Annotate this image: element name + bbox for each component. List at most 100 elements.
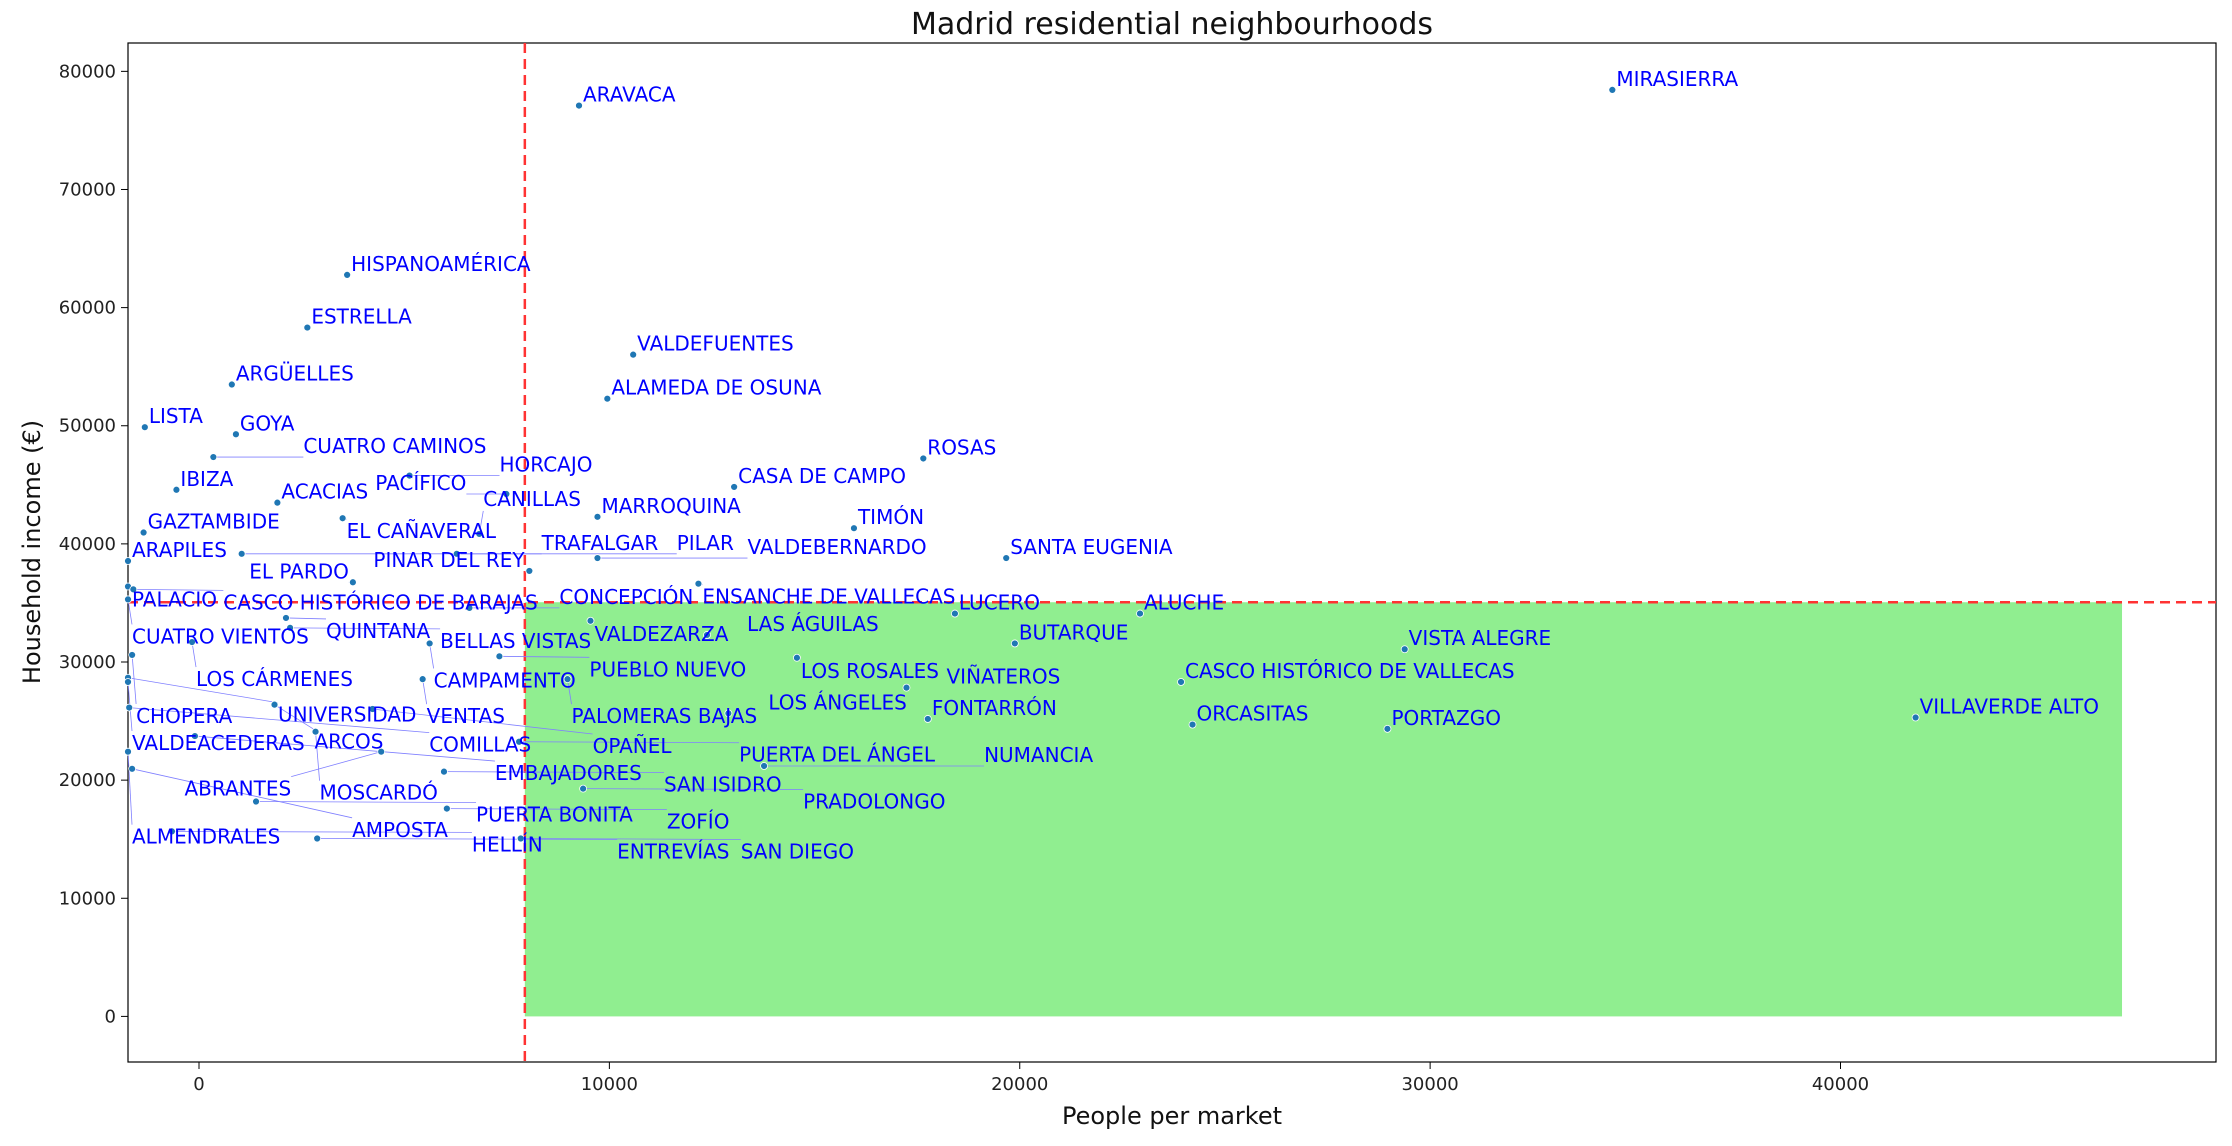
data-point: [516, 834, 525, 843]
highlight-region: [524, 602, 2123, 1017]
label-leader-line: [131, 654, 137, 704]
label-leader-line: [446, 808, 667, 811]
data-point: [575, 101, 583, 110]
data-point: [629, 350, 638, 359]
data-point: [923, 715, 932, 723]
point-label: CANILLAS: [483, 487, 581, 511]
point-label: VENTAS: [427, 704, 505, 728]
point-label: TRAFALGAR: [541, 531, 659, 555]
point-label: VILLAVERDE ALTO: [1920, 695, 2099, 719]
label-leader-line: [129, 707, 430, 734]
data-point: [343, 270, 352, 279]
data-point: [348, 578, 357, 587]
data-point: [124, 678, 132, 686]
point-label: ACACIAS: [281, 480, 368, 504]
label-leader-line: [290, 627, 441, 630]
point-label: CUATRO VIENTOS: [132, 624, 309, 648]
point-label: ARAPILES: [132, 538, 227, 562]
point-label: SAN DIEGO: [741, 839, 854, 863]
data-point: [168, 827, 176, 836]
data-point: [425, 639, 434, 648]
data-point: [1177, 678, 1185, 686]
data-point: [475, 530, 484, 538]
point-label: VISTA ALEGRE: [1409, 626, 1551, 650]
label-leader-line: [567, 679, 572, 705]
point-label: ARGÜELLES: [236, 362, 354, 386]
chart-title: Madrid residential neighbourhoods: [911, 7, 1433, 42]
point-label: ARAVACA: [583, 83, 676, 107]
label-leader-line: [372, 708, 593, 735]
data-point: [338, 514, 347, 523]
point-label: UNIVERSIDAD: [278, 703, 416, 727]
point-label: SAN ISIDRO: [664, 773, 782, 797]
point-label: ZOFÍO: [667, 810, 730, 834]
data-point: [188, 638, 196, 646]
point-label: ALMENDRALES: [132, 825, 280, 849]
point-label: EL PARDO: [249, 559, 349, 583]
y-tick-label: 20000: [59, 770, 116, 791]
point-label: PUERTA BONITA: [476, 803, 633, 827]
point-label: EL CAÑAVERAL: [347, 519, 497, 543]
point-label: PRADOLONGO: [803, 790, 945, 814]
x-tick-label: 30000: [1401, 1074, 1458, 1095]
data-point: [405, 471, 414, 480]
data-point: [124, 747, 132, 756]
data-point: [465, 604, 474, 612]
point-label: HISPANOAMÉRICA: [351, 252, 531, 276]
data-point: [303, 323, 312, 332]
point-label: LOS CÁRMENES: [196, 667, 353, 691]
data-point: [128, 764, 137, 773]
plot-frame: [127, 42, 2217, 1063]
point-label: CUATRO CAMINOS: [303, 434, 486, 458]
data-point: [951, 609, 959, 618]
point-label: LISTA: [149, 404, 203, 428]
data-point: [850, 524, 858, 533]
point-label: BUTARQUE: [1019, 620, 1129, 644]
data-point: [129, 585, 138, 594]
y-tick-label: 40000: [59, 534, 116, 555]
data-point: [237, 549, 246, 558]
label-leader-line: [429, 643, 435, 669]
point-label: PUEBLO NUEVO: [589, 657, 746, 681]
point-label: ROSAS: [927, 435, 996, 459]
label-leader-line: [315, 731, 320, 781]
data-point: [286, 623, 294, 632]
data-point: [209, 453, 218, 461]
label-leader-line: [274, 704, 315, 730]
point-label: AMPOSTA: [352, 818, 448, 842]
point-label: TIMÓN: [857, 505, 924, 529]
x-tick-label: 20000: [991, 1074, 1048, 1095]
y-tick-label: 50000: [59, 416, 116, 437]
point-label: SANTA EUGENIA: [1010, 535, 1173, 559]
data-point: [418, 675, 427, 684]
data-point: [919, 454, 928, 463]
data-point: [125, 703, 134, 712]
data-point: [442, 804, 451, 813]
point-label: FONTARRÓN: [932, 696, 1057, 720]
x-tick-label: 40000: [1812, 1074, 1869, 1095]
x-tick-label: 0: [193, 1074, 204, 1095]
y-tick-label: 60000: [59, 298, 116, 319]
data-point: [190, 732, 199, 740]
x-axis-label: People per market: [1062, 1102, 1282, 1130]
point-label: GAZTAMBIDE: [148, 510, 280, 534]
data-point: [172, 485, 181, 494]
point-label: CASCO HISTÓRICO DE BARAJAS: [223, 590, 537, 614]
label-leader-line: [285, 617, 327, 620]
data-point: [586, 616, 595, 625]
label-leader-line: [133, 588, 224, 591]
point-label: VALDEACEDERAS: [132, 731, 305, 755]
label-leader-line: [127, 751, 133, 825]
point-label: CASCO HISTÓRICO DE VALLECAS: [1185, 659, 1515, 683]
data-point: [1010, 639, 1019, 648]
point-label: PORTAZGO: [1391, 706, 1501, 730]
data-point: [270, 700, 279, 709]
data-point: [724, 709, 733, 718]
y-tick-label: 30000: [59, 652, 116, 673]
point-label: PACÍFICO: [375, 471, 466, 495]
data-point: [273, 498, 282, 507]
data-point: [124, 595, 132, 604]
label-leader-line: [422, 679, 428, 705]
y-tick-label: 70000: [59, 179, 116, 200]
